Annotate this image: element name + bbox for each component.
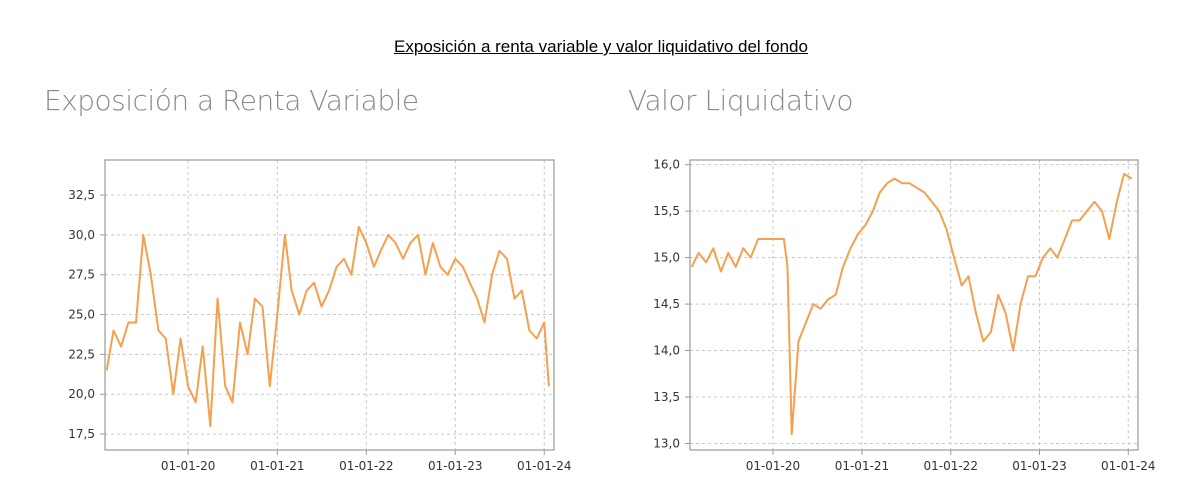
y-tick-label: 14,0 — [653, 344, 680, 358]
nav-chart-title: Valor Liquidativo — [628, 84, 854, 117]
y-tick-label: 14,5 — [653, 297, 680, 311]
y-tick-label: 13,5 — [653, 390, 680, 404]
y-tick-label: 30,0 — [68, 228, 95, 242]
x-tick-label: 01-01-21 — [835, 459, 889, 473]
series-line — [105, 225, 550, 428]
y-tick-label: 32,5 — [68, 188, 95, 202]
x-tick-label: 01-01-24 — [1101, 459, 1155, 473]
plot-area — [690, 160, 1138, 450]
x-tick-label: 01-01-20 — [161, 459, 215, 473]
x-tick-label: 01-01-21 — [250, 459, 304, 473]
x-tick-label: 01-01-23 — [1012, 459, 1066, 473]
y-tick-label: 22,5 — [68, 347, 95, 361]
x-tick-label: 01-01-22 — [923, 459, 977, 473]
x-tick-label: 01-01-22 — [339, 459, 393, 473]
x-tick-label: 01-01-24 — [517, 459, 571, 473]
y-tick-label: 20,0 — [68, 387, 95, 401]
series-line — [690, 172, 1133, 436]
x-tick-label: 01-01-20 — [746, 459, 800, 473]
y-tick-label: 17,5 — [68, 427, 95, 441]
plot-frame — [104, 159, 555, 451]
report-title: Exposición a renta variable y valor liqu… — [394, 37, 808, 56]
y-tick-label: 15,5 — [653, 204, 680, 218]
exposure-chart-title: Exposición a Renta Variable — [44, 84, 419, 117]
y-tick-label: 27,5 — [68, 268, 95, 282]
y-tick-label: 25,0 — [68, 308, 95, 322]
x-tick-label: 01-01-23 — [428, 459, 482, 473]
y-tick-label: 15,0 — [653, 251, 680, 265]
plot-frame — [689, 159, 1139, 451]
y-tick-label: 13,0 — [653, 436, 680, 450]
y-tick-label: 16,0 — [653, 158, 680, 172]
